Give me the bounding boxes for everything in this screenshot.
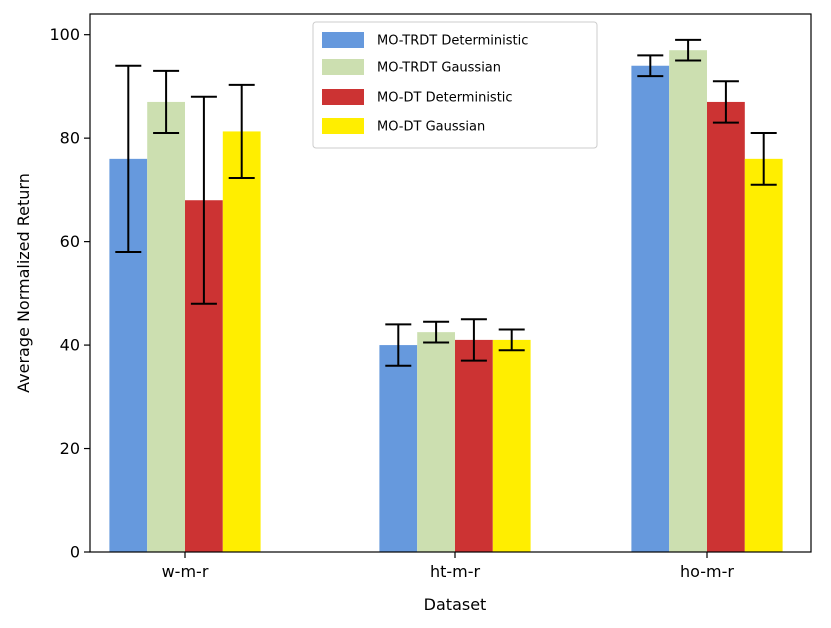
y-tick-label-80: 80 [60, 129, 80, 148]
error-bar-mo-trdt-gaussian-ho-m-r [675, 38, 702, 62]
x-tick-label-w-m-r: w-m-r [162, 562, 209, 581]
error-bar-mo-dt-gaussian-w-m-r [228, 83, 255, 179]
error-bar-mo-trdt-deterministic-ht-m-r [385, 323, 412, 367]
bar-mo-dt-gaussian-ho-m-r [744, 158, 783, 552]
error-bar-mo-dt-deterministic-ho-m-r [712, 80, 739, 124]
legend-label-mo-trdt-gaussian: MO-TRDT Gaussian [377, 61, 501, 76]
bars-layer [109, 50, 783, 553]
x-axis-label: Dataset [424, 595, 487, 614]
bar-mo-dt-deterministic-ht-m-r [455, 339, 493, 552]
y-tick-label-20: 20 [60, 439, 80, 458]
y-tick-label-100: 100 [49, 25, 80, 44]
error-bar-mo-trdt-deterministic-ho-m-r [637, 54, 664, 78]
legend-label-mo-dt-gaussian: MO-DT Gaussian [377, 120, 485, 135]
error-bar-mo-dt-gaussian-ho-m-r [750, 131, 777, 186]
error-bars-layer [115, 38, 777, 367]
legend-label-mo-trdt-deterministic: MO-TRDT Deterministic [377, 34, 528, 49]
y-axis: 0 20 40 60 80 100 [49, 25, 90, 562]
bar-mo-trdt-gaussian-ho-m-r [669, 50, 707, 553]
legend-swatch-mo-dt-gaussian [322, 118, 364, 134]
error-bar-mo-dt-deterministic-ht-m-r [460, 318, 487, 362]
y-tick-label-60: 60 [60, 232, 80, 251]
bar-mo-trdt-deterministic-ho-m-r [631, 65, 670, 552]
legend-swatch-mo-trdt-deterministic [322, 32, 364, 48]
x-tick-label-ht-m-r: ht-m-r [430, 562, 481, 581]
y-axis-label: Average Normalized Return [14, 173, 33, 393]
y-tick-label-0: 0 [70, 543, 80, 562]
plot-frame [89, 13, 812, 553]
bar-mo-trdt-gaussian-w-m-r [147, 101, 185, 552]
bar-mo-trdt-deterministic-ht-m-r [379, 345, 418, 552]
error-bar-mo-trdt-gaussian-w-m-r [153, 69, 180, 134]
bar-mo-dt-gaussian-w-m-r [222, 131, 261, 552]
legend-swatch-mo-trdt-gaussian [322, 59, 364, 75]
y-tick-label-40: 40 [60, 336, 80, 355]
error-bar-mo-dt-gaussian-ht-m-r [498, 328, 525, 352]
bar-mo-trdt-gaussian-ht-m-r [417, 332, 455, 552]
x-tick-label-ho-m-r: ho-m-r [680, 562, 734, 581]
bar-mo-dt-gaussian-ht-m-r [492, 339, 531, 552]
error-bar-mo-dt-deterministic-w-m-r [190, 95, 217, 305]
error-bar-mo-trdt-deterministic-w-m-r [115, 64, 142, 253]
bar-mo-dt-deterministic-ho-m-r [707, 101, 745, 552]
legend-box [312, 21, 598, 149]
error-bar-mo-trdt-gaussian-ht-m-r [423, 320, 450, 344]
legend-label-mo-dt-deterministic: MO-DT Deterministic [377, 91, 513, 106]
legend-swatch-mo-dt-deterministic [322, 89, 364, 105]
x-axis: w-m-r ht-m-r ho-m-r [162, 552, 734, 581]
legend: MO-TRDT Deterministic MO-TRDT Gaussian M… [312, 21, 598, 149]
